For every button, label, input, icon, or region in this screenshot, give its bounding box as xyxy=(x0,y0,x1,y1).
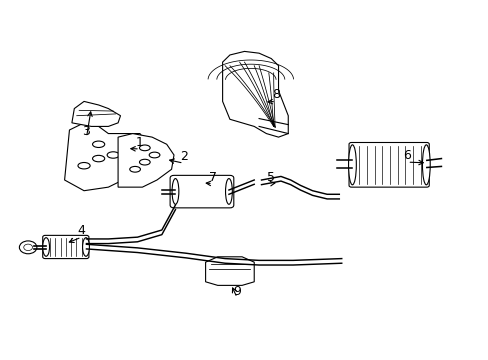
Text: 7: 7 xyxy=(208,171,217,184)
Ellipse shape xyxy=(139,145,150,151)
Polygon shape xyxy=(64,123,147,191)
Ellipse shape xyxy=(42,238,49,256)
Text: 1: 1 xyxy=(136,136,143,149)
Ellipse shape xyxy=(422,145,429,185)
Ellipse shape xyxy=(92,141,104,148)
Text: 6: 6 xyxy=(403,149,410,162)
Polygon shape xyxy=(72,102,120,126)
Polygon shape xyxy=(205,257,254,285)
Text: 5: 5 xyxy=(267,171,275,184)
Ellipse shape xyxy=(78,162,90,169)
Ellipse shape xyxy=(172,179,179,204)
Text: 4: 4 xyxy=(78,224,85,237)
Text: 2: 2 xyxy=(180,150,187,163)
FancyBboxPatch shape xyxy=(170,175,233,208)
Polygon shape xyxy=(222,51,287,137)
Ellipse shape xyxy=(225,179,232,204)
Ellipse shape xyxy=(107,152,119,158)
Text: 8: 8 xyxy=(271,89,280,102)
Ellipse shape xyxy=(129,166,140,172)
Ellipse shape xyxy=(92,156,104,162)
FancyBboxPatch shape xyxy=(348,143,428,187)
FancyBboxPatch shape xyxy=(42,235,89,258)
Text: 3: 3 xyxy=(82,125,90,138)
Polygon shape xyxy=(118,134,174,187)
Ellipse shape xyxy=(348,145,356,185)
Text: 9: 9 xyxy=(233,285,241,298)
Ellipse shape xyxy=(139,159,150,165)
Ellipse shape xyxy=(149,152,160,158)
Ellipse shape xyxy=(82,238,89,256)
